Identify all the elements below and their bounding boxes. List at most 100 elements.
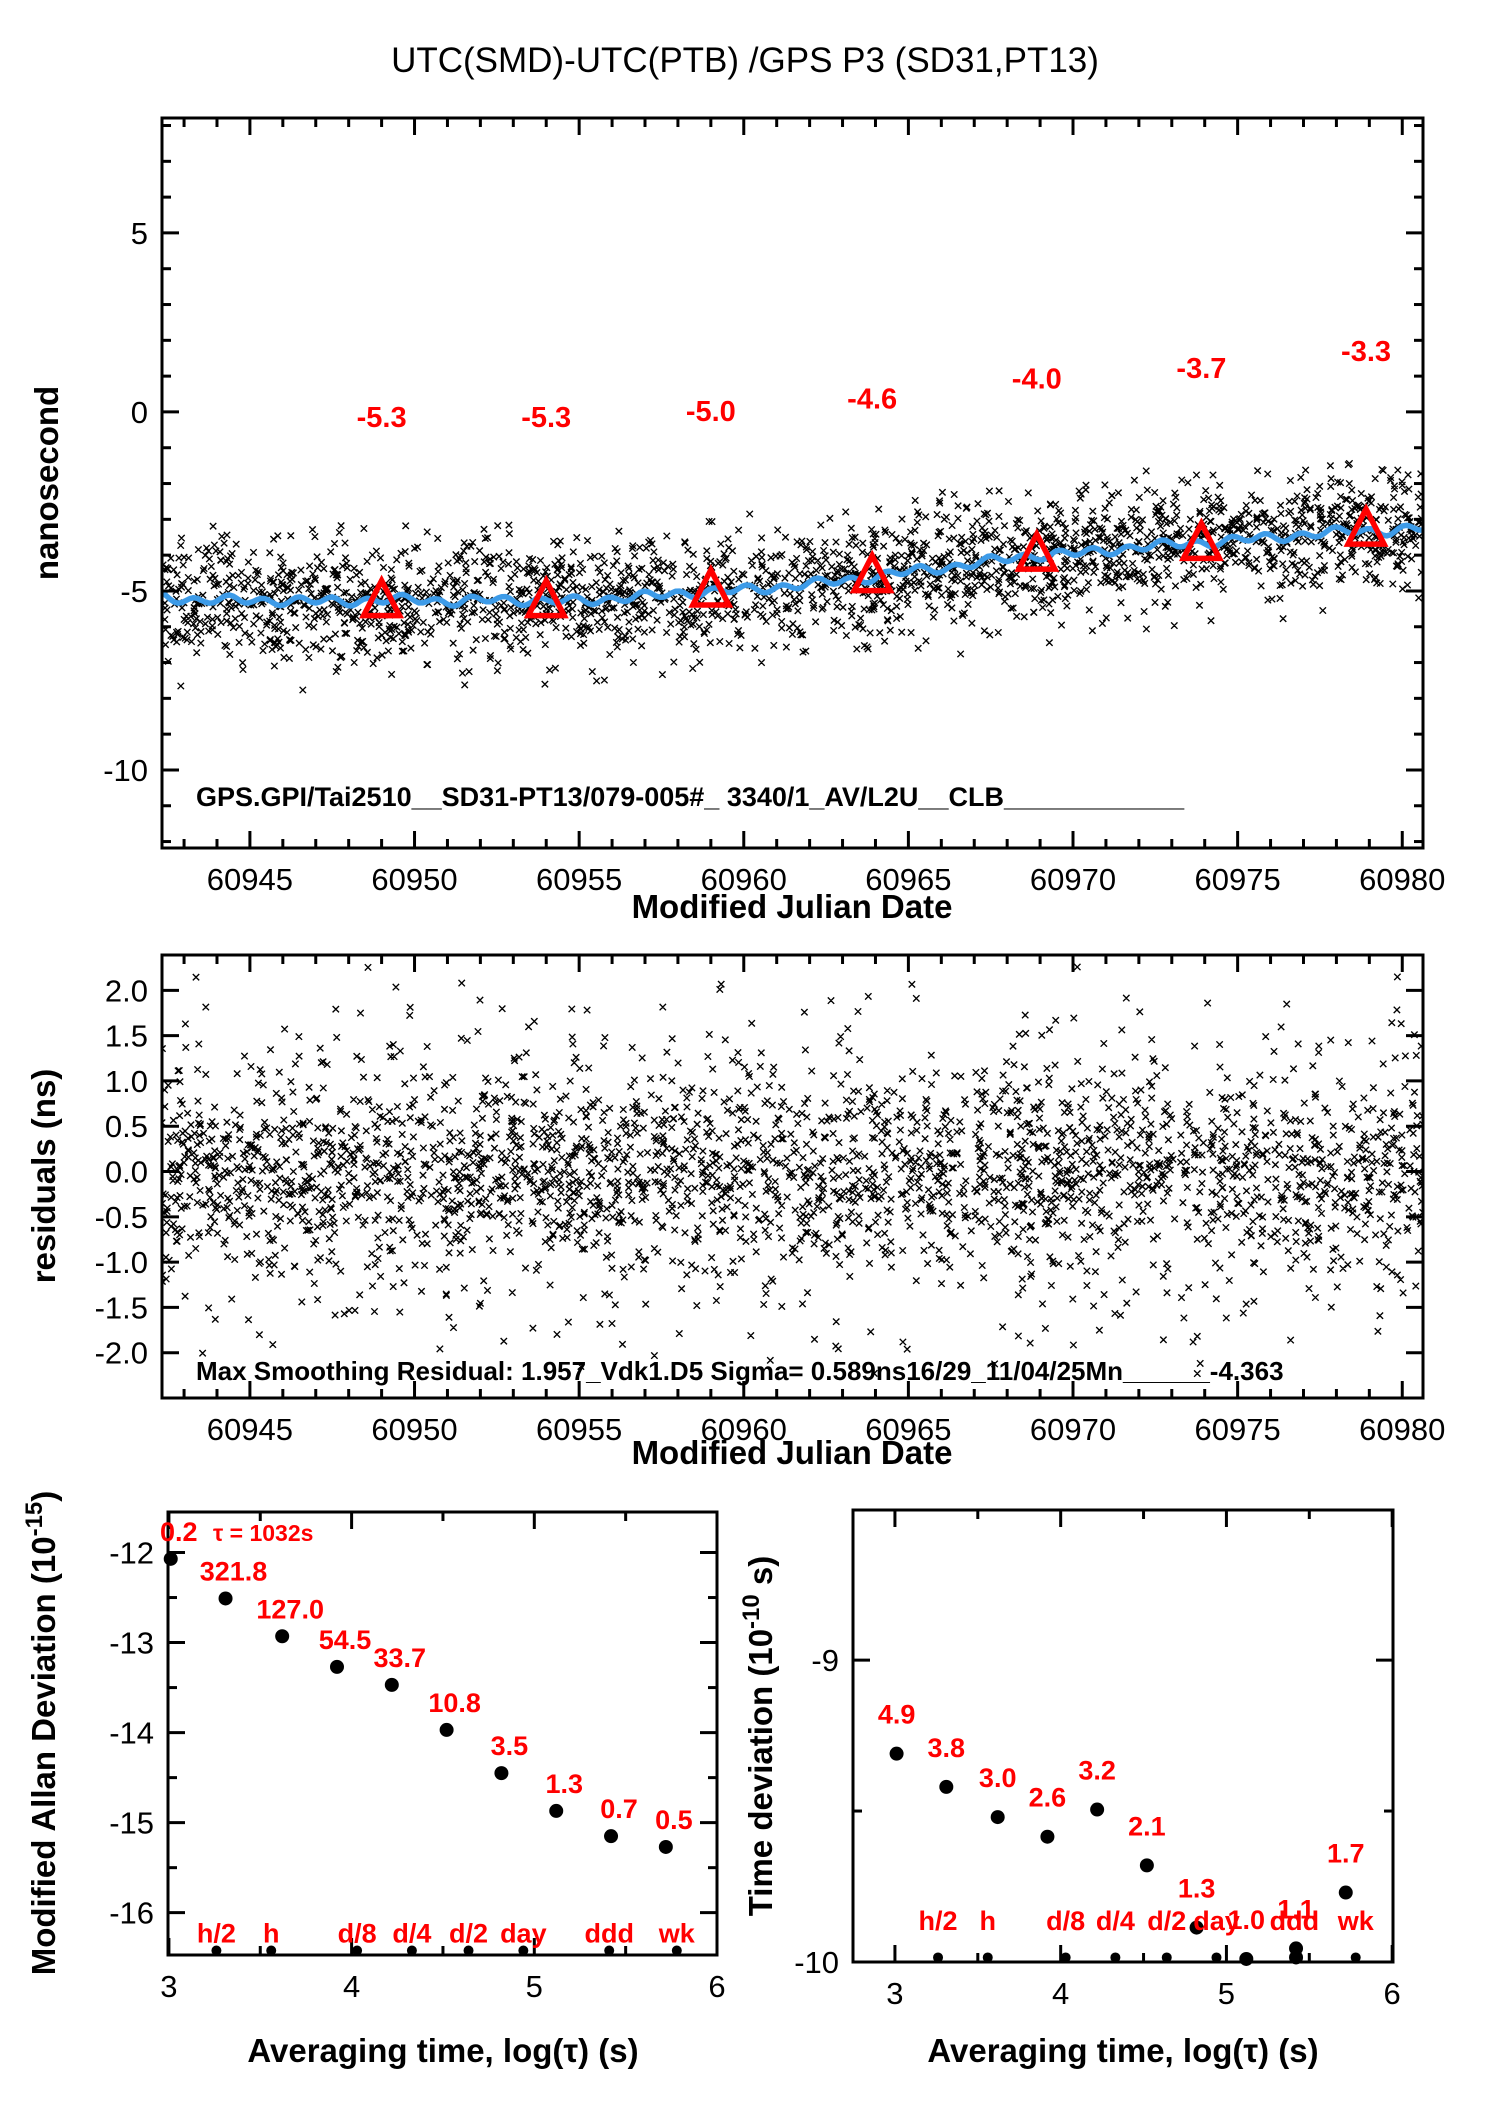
- tdev-ticks: [853, 1510, 1394, 1964]
- residuals-annotation: Max Smoothing Residual: 1.957_Vdk1.D5 Si…: [196, 1356, 1284, 1386]
- triangle-value-label: -5.3: [521, 402, 571, 434]
- tdev-x-tick-label: 6: [1384, 1976, 1401, 2011]
- residuals-data-layer: [162, 963, 1423, 1378]
- mdev-tau-tag-dot: [406, 1945, 417, 1956]
- mdev-data-point: [494, 1766, 509, 1781]
- residuals-x-axis-title: Modified Julian Date: [632, 1434, 953, 1471]
- tdev-data-point: [1338, 1885, 1353, 1900]
- residuals-x-tick-label: 60970: [1030, 1412, 1116, 1447]
- tdev-point-value-label: 1.7: [1327, 1839, 1365, 1869]
- phase-x-tick-label: 60975: [1195, 862, 1281, 897]
- mdev-tau-tag-label: d/8: [338, 1918, 377, 1948]
- calibration-triangle-marker: [688, 563, 734, 608]
- phase-y-axis-title: nanosecond: [28, 386, 65, 580]
- phase-y-tick-label: 0: [131, 395, 148, 430]
- tdev-point-value-label: 3.2: [1078, 1756, 1116, 1786]
- residuals-y-tick-label: 1.0: [105, 1064, 148, 1099]
- tdev-point-value-label: 3.8: [928, 1733, 966, 1763]
- mdev-point-value-label: 10.8: [428, 1688, 481, 1718]
- tdev-tau-tag-dot: [1211, 1952, 1222, 1963]
- tdev-tau-tag-label: ddd: [1270, 1906, 1319, 1936]
- tdev-data-point: [990, 1810, 1005, 1825]
- tdev-tau-tag-label: h: [980, 1906, 997, 1936]
- mdev-point-value-label: 127.0: [256, 1594, 324, 1624]
- tdev-chart: 3 4 5 6 -9 -10 Time deviation (10-10 s) Avera…: [738, 1508, 1401, 2069]
- phase-scatter-points: [162, 459, 1423, 694]
- mdev-tau-tag-dot: [604, 1945, 615, 1956]
- mdev-data-point: [604, 1829, 619, 1844]
- mdev-y-tick-label: -15: [109, 1806, 154, 1841]
- tdev-point-value-label: 2.1: [1128, 1811, 1166, 1841]
- calibration-triangle-marker: [359, 574, 405, 619]
- triangle-value-label: -4.6: [847, 383, 897, 415]
- phase-axes-layer: 60945 60950 60955 60960 60965 60970 60975 60980…: [103, 116, 1445, 897]
- tdev-data-point: [1239, 1951, 1254, 1966]
- residuals-x-tick-label: 60980: [1359, 1412, 1445, 1447]
- phase-x-axis-title: Modified Julian Date: [632, 888, 953, 925]
- mdev-tau-tag-label: h/2: [197, 1918, 236, 1948]
- calibration-triangle-marker: [1178, 517, 1224, 562]
- phase-annotation: GPS.GPI/Tai2510__SD31-PT13/079-005#_ 334…: [196, 782, 1185, 812]
- calibration-triangle-marker: [1343, 503, 1389, 547]
- residuals-y-tick-label: 1.5: [105, 1019, 148, 1054]
- tdev-x-axis-title: Averaging time, log(τ) (s): [927, 2032, 1318, 2069]
- tdev-point-value-label: 3.0: [979, 1763, 1017, 1793]
- mdev-y-tick-label: -12: [109, 1536, 154, 1571]
- mdev-x-axis-title: Averaging time, log(τ) (s): [247, 2032, 638, 2069]
- phase-x-tick-label: 60970: [1030, 862, 1116, 897]
- residuals-plot-frame: [160, 953, 1425, 1400]
- tdev-plot-frame: [851, 1508, 1395, 1964]
- mdev-point-value-label: 3.5: [491, 1731, 529, 1761]
- residuals-x-tick-label: 60950: [371, 1412, 457, 1447]
- tdev-tau-tag-dot: [933, 1952, 944, 1963]
- mdev-data-point: [384, 1677, 399, 1692]
- mdev-y-tick-label: -14: [109, 1716, 154, 1751]
- tdev-y-tick-label: -9: [811, 1643, 839, 1678]
- mdev-tau-note: τ = 1032s: [213, 1520, 313, 1546]
- mdev-ticks: [167, 1512, 719, 1955]
- tdev-tau-tag-dot: [1289, 1952, 1300, 1963]
- tdev-data-point: [939, 1779, 954, 1794]
- tdev-point-value-label: 1.3: [1178, 1874, 1216, 1904]
- mdev-tau-tag-dot: [463, 1945, 474, 1956]
- tdev-point-value-label: 4.9: [878, 1700, 916, 1730]
- tdev-tau-tag-label: h/2: [919, 1906, 958, 1936]
- tdev-data-point: [1189, 1920, 1204, 1935]
- phase-x-tick-label: 60960: [701, 862, 787, 897]
- mdev-point-value-label: 0.5: [655, 1805, 693, 1835]
- mdev-point-value-label: 1.3: [545, 1769, 583, 1799]
- phase-y-tick-label: -5: [120, 574, 148, 609]
- mdev-x-tick-label: 6: [708, 1969, 725, 2004]
- mdev-y-axis-title: Modified Allan Deviation (10-15): [21, 1491, 62, 1976]
- tdev-point-value-label: 1.1: [1277, 1894, 1315, 1924]
- tdev-tau-tag-label: wk: [1337, 1906, 1375, 1936]
- mdev-tau-tag-label: d/2: [449, 1918, 488, 1948]
- phase-y-tick-label: -10: [103, 753, 148, 788]
- tdev-tau-tag-dot: [982, 1952, 993, 1963]
- calibration-triangle-marker: [849, 549, 895, 594]
- residuals-x-tick-label: 60960: [701, 1412, 787, 1447]
- residuals-y-tick-label: -1.5: [95, 1290, 148, 1325]
- mdev-data-point: [658, 1839, 673, 1854]
- triangle-value-label: -5.0: [686, 396, 736, 428]
- residuals-x-tick-label: 60965: [865, 1412, 951, 1447]
- mdev-point-value-label: 33.7: [374, 1643, 427, 1673]
- phase-plot-frame: [160, 116, 1425, 850]
- mdev-y-tick-label: -13: [109, 1626, 154, 1661]
- triangle-value-label: -4.0: [1012, 364, 1062, 396]
- tdev-tau-tag-dot: [1350, 1952, 1361, 1963]
- mdev-tau-tag-label: wk: [658, 1918, 696, 1948]
- mdev-data-point: [275, 1629, 290, 1644]
- mdev-data-point: [163, 1551, 178, 1566]
- phase-chart: 60945 60950 60955 60960 60965 60970 60975 60980…: [28, 116, 1445, 925]
- residuals-y-tick-label: 2.0: [105, 973, 148, 1008]
- mdev-tau-tag-label: day: [500, 1918, 547, 1948]
- residuals-axes-layer: 60945 60950 60955 60960 60965 60970 60975 60980…: [95, 953, 1445, 1447]
- calibration-triangle-marker: [1014, 528, 1060, 572]
- residuals-x-tick-label: 60945: [207, 1412, 293, 1447]
- tdev-axes-layer: 3 4 5 6 -9 -10: [794, 1508, 1401, 2011]
- phase-x-tick-label: 60945: [207, 862, 293, 897]
- mdev-point-value-label: 54.5: [319, 1625, 372, 1655]
- residuals-y-tick-label: 0.0: [105, 1155, 148, 1190]
- tdev-tau-tag-dot: [1161, 1952, 1172, 1963]
